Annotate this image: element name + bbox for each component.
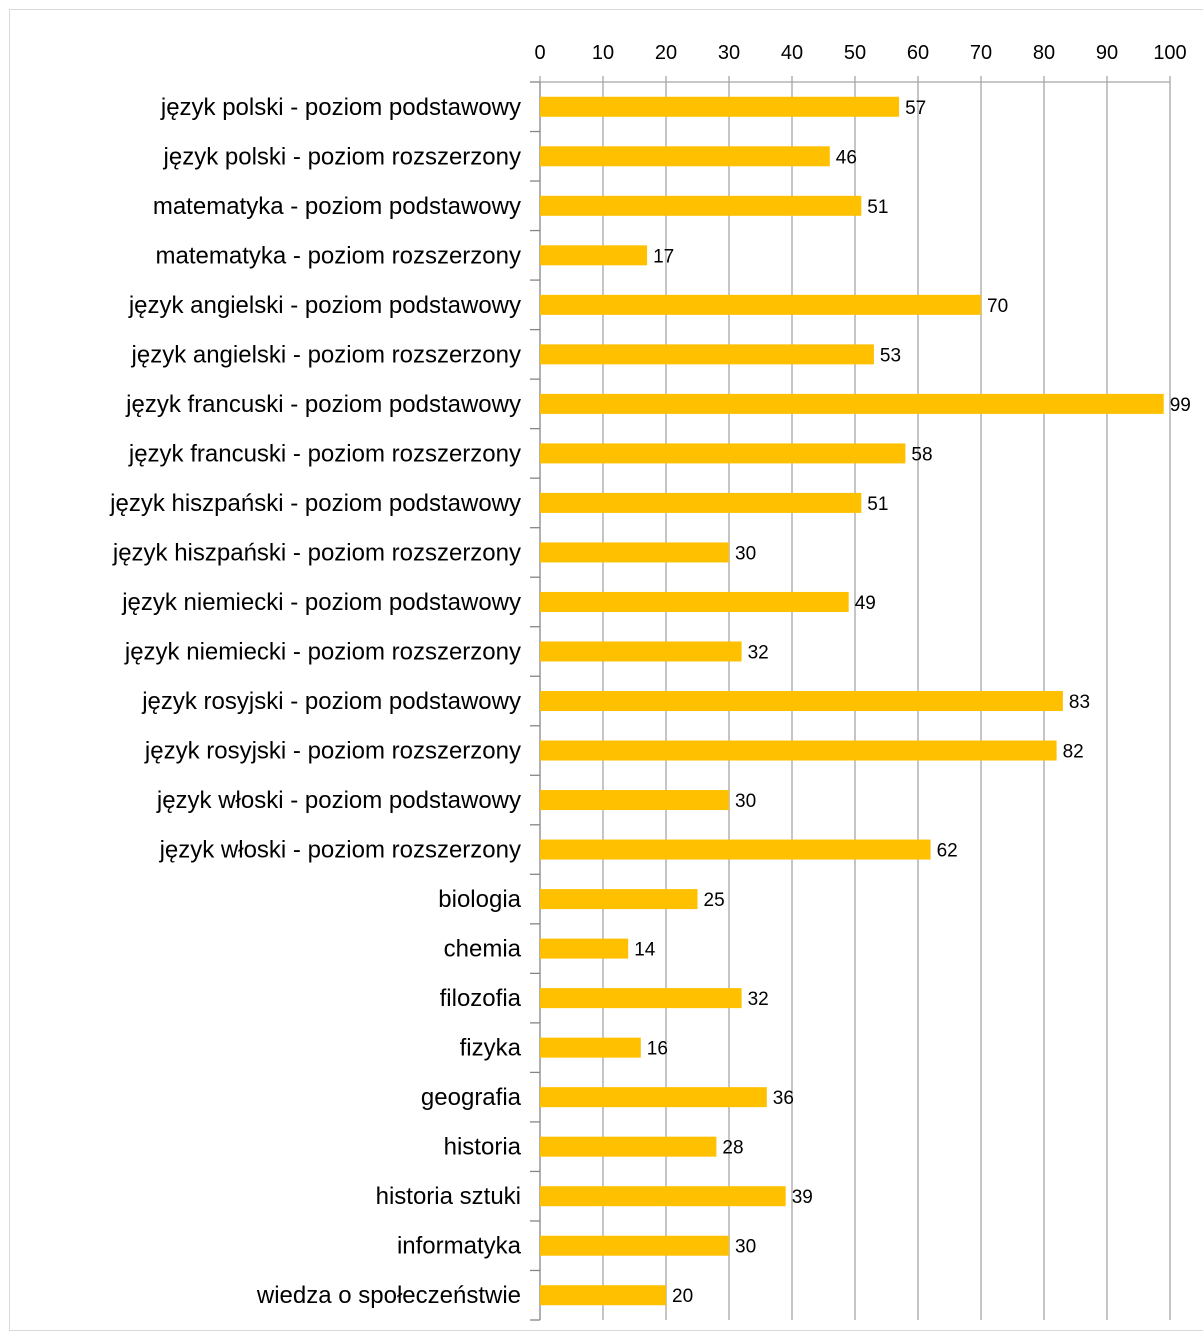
data-label: 51: [867, 197, 888, 218]
category-label: matematyka - poziom podstawowy: [153, 193, 521, 220]
category-label: język francuski - poziom rozszerzony: [128, 440, 521, 467]
data-label: 70: [987, 296, 1008, 317]
bar: [540, 938, 629, 959]
data-label: 20: [672, 1286, 693, 1307]
data-label: 57: [905, 98, 926, 119]
category-label: filozofia: [440, 985, 522, 1012]
category-label: informatyka: [397, 1233, 522, 1260]
x-tick-label: 100: [1153, 42, 1186, 64]
category-label: język hiszpański - poziom podstawowy: [109, 490, 521, 517]
category-label: język angielski - poziom podstawowy: [128, 292, 521, 319]
bar: [540, 146, 830, 167]
category-label: język polski - poziom podstawowy: [160, 94, 521, 121]
data-label: 58: [911, 444, 932, 465]
data-label: 49: [855, 593, 876, 614]
bar: [540, 889, 698, 910]
category-label: historia: [444, 1134, 522, 1161]
data-label: 32: [748, 642, 769, 663]
category-label: język angielski - poziom rozszerzony: [131, 341, 521, 368]
category-label: język hiszpański - poziom rozszerzony: [112, 539, 521, 566]
category-label: geografia: [421, 1084, 522, 1111]
data-label: 25: [704, 890, 725, 911]
data-label: 30: [735, 543, 756, 564]
bar: [540, 294, 981, 315]
data-label: 16: [647, 1039, 668, 1060]
x-tick-label: 60: [907, 42, 929, 64]
category-label: język francuski - poziom podstawowy: [125, 391, 521, 418]
data-label: 62: [937, 841, 958, 862]
bar: [540, 1037, 641, 1058]
data-label: 32: [748, 989, 769, 1010]
data-label: 14: [634, 940, 656, 961]
data-labels: 57 46 51 17 70 53 99 58 51 30 49 32 83 82 30 62 25 14 32 16…: [634, 98, 1191, 1307]
bar: [540, 393, 1164, 414]
data-label: 99: [1170, 395, 1191, 416]
chart-frame: [9, 9, 1203, 1331]
x-tick-label: 0: [534, 42, 545, 64]
data-label: 51: [867, 494, 888, 515]
category-label: matematyka - poziom rozszerzony: [156, 242, 521, 269]
data-label: 30: [735, 791, 756, 812]
bar: [540, 691, 1063, 711]
data-label: 46: [836, 147, 857, 168]
bar: [540, 245, 648, 266]
category-label: język włoski - poziom rozszerzony: [159, 837, 521, 864]
bar: [540, 542, 729, 563]
x-tick-label: 50: [844, 42, 866, 64]
bars: [540, 96, 1164, 1306]
bar: [540, 740, 1057, 761]
bar: [540, 1136, 717, 1157]
category-label: fizyka: [460, 1035, 522, 1062]
bar: [540, 1285, 666, 1306]
category-label: język rosyjski - poziom podstawowy: [141, 688, 521, 715]
bar: [540, 641, 742, 662]
category-label: język niemiecki - poziom rozszerzony: [124, 638, 521, 665]
data-label: 82: [1063, 742, 1084, 763]
bar: [540, 1235, 729, 1256]
x-tick-label: 20: [655, 42, 677, 64]
bar: [540, 195, 862, 216]
category-label: biologia: [438, 886, 521, 913]
category-label: język niemiecki - poziom podstawowy: [121, 589, 521, 616]
bar: [540, 443, 906, 464]
category-label: język polski - poziom rozszerzony: [163, 143, 521, 170]
data-label: 53: [880, 345, 901, 366]
data-label: 83: [1069, 692, 1090, 713]
data-label: 30: [735, 1237, 756, 1258]
data-label: 39: [792, 1187, 813, 1208]
category-label: historia sztuki: [376, 1183, 521, 1210]
bar: [540, 96, 900, 117]
x-tick-label: 80: [1033, 42, 1055, 64]
bar: [540, 1087, 767, 1108]
category-label: chemia: [444, 936, 522, 963]
x-tick-label: 10: [592, 42, 614, 64]
x-tick-labels: 0 10 20 30 40 50 60 70 80 90 100: [534, 42, 1186, 64]
data-label: 28: [722, 1138, 743, 1159]
category-label: wiedza o społeczeństwie: [256, 1282, 521, 1309]
bar: [540, 492, 862, 513]
bar: [540, 839, 931, 860]
x-tick-label: 90: [1096, 42, 1118, 64]
data-label: 17: [653, 246, 674, 267]
bar: [540, 344, 874, 365]
category-label: język rosyjski - poziom rozszerzony: [144, 738, 521, 765]
x-tick-label: 40: [781, 42, 803, 64]
bar: [540, 1186, 786, 1207]
x-tick-label: 70: [970, 42, 992, 64]
bar: [540, 988, 742, 1009]
category-labels: język polski - poziom podstawowy język po…: [109, 94, 521, 1309]
category-label: język włoski - poziom podstawowy: [156, 787, 521, 814]
bar: [540, 790, 729, 811]
bar: [540, 591, 849, 612]
data-label: 36: [773, 1088, 794, 1109]
x-tick-label: 30: [718, 42, 740, 64]
